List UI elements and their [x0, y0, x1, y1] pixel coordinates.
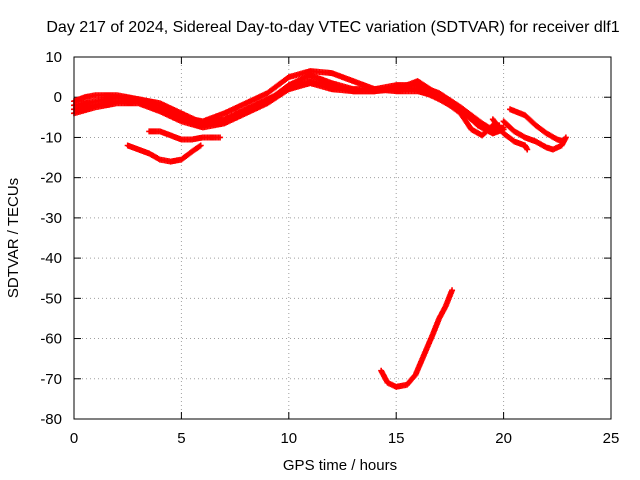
data-point: [562, 134, 569, 141]
x-axis-label: GPS time / hours: [283, 457, 397, 474]
y-tick-label: -40: [40, 250, 62, 267]
plot-frame: [73, 56, 612, 420]
plot-area: [71, 68, 569, 390]
x-tick-label: 25: [603, 430, 620, 447]
series-track-e: [146, 128, 224, 143]
x-tick-label: 20: [495, 430, 512, 447]
y-tick-label: -70: [40, 371, 62, 388]
chart-title: Day 217 of 2024, Sidereal Day-to-day VTE…: [46, 19, 619, 36]
series-track-g: [507, 106, 567, 145]
data-point: [197, 142, 204, 149]
y-tick-label: -50: [40, 290, 62, 307]
y-tick-label: -80: [40, 411, 62, 428]
series-track-j: [378, 287, 456, 390]
series-track-i: [489, 116, 531, 153]
data-point: [217, 134, 224, 141]
y-tick-labels: 10 0 -10 -20 -30 -40 -50 -60 -70 -80: [40, 49, 62, 428]
x-tick-labels: 0 5 10 15 20 25: [70, 430, 620, 447]
data-point: [449, 287, 456, 294]
y-tick-label: 10: [45, 49, 62, 66]
y-axis-label: SDTVAR / TECUs: [5, 178, 22, 298]
series-track-h: [500, 118, 569, 153]
y-tick-label: -60: [40, 331, 62, 348]
y-tick-label: 0: [54, 89, 62, 106]
y-tick-label: -30: [40, 210, 62, 227]
data-point: [488, 123, 495, 130]
x-tick-label: 0: [70, 430, 78, 447]
series-track-d: [71, 78, 507, 137]
series-track-f: [124, 142, 204, 165]
x-tick-label: 10: [280, 430, 297, 447]
y-tick-label: -10: [40, 129, 62, 146]
grid-lines: [74, 57, 611, 419]
x-tick-label: 15: [388, 430, 405, 447]
y-tick-label: -20: [40, 170, 62, 187]
x-tick-label: 5: [177, 430, 185, 447]
data-point: [524, 146, 531, 153]
